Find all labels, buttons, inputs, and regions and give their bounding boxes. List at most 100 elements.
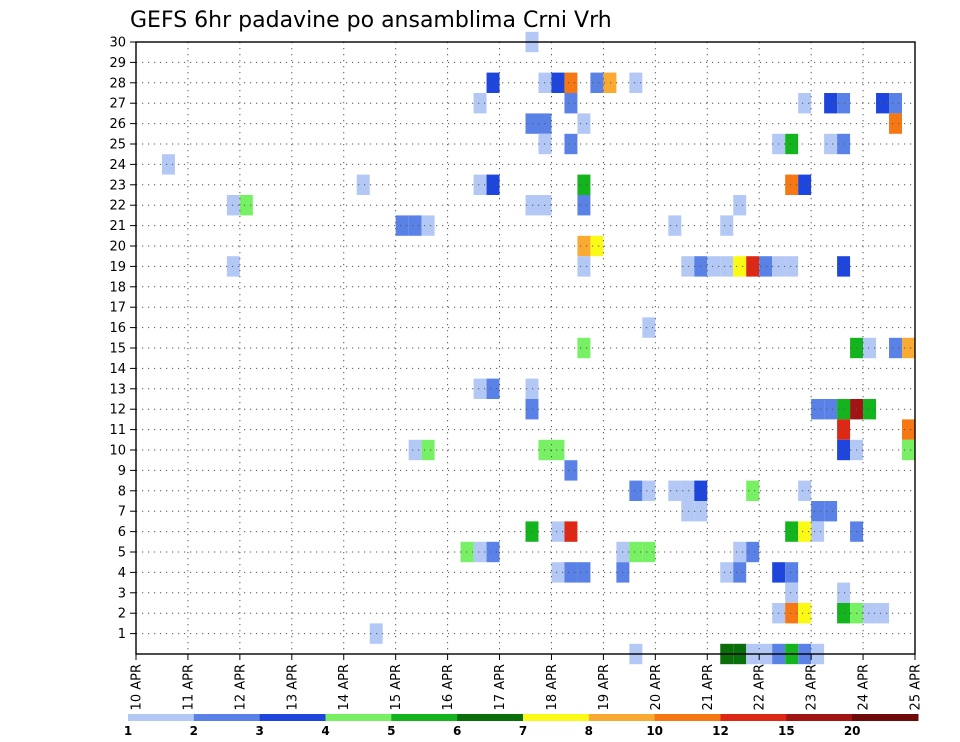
heatmap-cell [525, 113, 539, 134]
heatmap-cell [733, 562, 747, 583]
x-tick-label: 20 APR [649, 664, 664, 710]
heatmap-cell [408, 439, 422, 461]
colorbar-label: 6 [453, 724, 461, 738]
heatmap-cell [785, 603, 799, 624]
heatmap-cell [421, 215, 435, 236]
heatmap-cell [356, 174, 370, 195]
heatmap-cell [642, 317, 656, 338]
heatmap-cell [668, 480, 682, 501]
x-tick-label: 17 APR [493, 664, 508, 710]
y-tick-label: 14 [109, 362, 126, 377]
y-tick-label: 11 [109, 423, 126, 438]
heatmap-cell [837, 419, 851, 440]
y-tick-label: 17 [109, 301, 126, 316]
heatmap-cell [629, 480, 643, 501]
heatmap-cell [642, 541, 656, 563]
heatmap-cell [733, 195, 747, 216]
y-tick-label: 22 [109, 199, 126, 214]
colorbar-swatch [523, 714, 590, 721]
x-tick-label: 22 APR [753, 664, 768, 710]
colorbar-label: 8 [585, 724, 593, 738]
y-tick-label: 29 [109, 56, 126, 71]
x-tick-label: 21 APR [701, 664, 716, 710]
heatmap-cell [525, 378, 539, 399]
x-tick-label: 15 APR [389, 664, 404, 710]
y-tick-label: 1 [118, 627, 126, 642]
heatmap-cell [824, 93, 838, 114]
chart-title: GEFS 6hr padavine po ansamblima Crni Vrh [130, 8, 612, 33]
x-tick-label: 12 APR [233, 664, 248, 710]
heatmap-cell [564, 93, 578, 114]
heatmap-cell [733, 541, 747, 563]
heatmap-cell [785, 174, 799, 195]
heatmap-cell [577, 256, 591, 277]
heatmap-cell [889, 113, 903, 134]
heatmap-cell [720, 215, 734, 236]
heatmap-cell [785, 582, 799, 603]
heatmap-cell [473, 541, 487, 563]
heatmap-cell [525, 521, 539, 542]
grid-lines [136, 41, 915, 654]
heatmap-cell [902, 439, 915, 461]
heatmap-cell [759, 256, 773, 277]
colorbar-swatch [720, 714, 787, 721]
heatmap-cell [642, 480, 656, 501]
x-tick-label: 16 APR [441, 664, 456, 710]
heatmap-cell [421, 439, 435, 461]
heatmap-cell [837, 133, 851, 155]
colorbar-label: 7 [519, 724, 527, 738]
heatmap-cell [707, 256, 721, 277]
heatmap-cell [785, 256, 799, 277]
heatmap-cell [564, 460, 578, 481]
heatmap-cell [876, 603, 890, 624]
heatmap-cell [551, 439, 565, 461]
heatmap-cell [577, 337, 591, 359]
heatmap-cell [486, 174, 500, 195]
heatmap-cell [486, 378, 500, 399]
heatmap-cell [837, 603, 851, 624]
heatmap-cell [837, 399, 851, 420]
y-tick-label: 28 [109, 76, 126, 91]
heatmap-cell [876, 93, 890, 114]
heatmap-cell [226, 256, 240, 277]
heatmap-cell [811, 399, 825, 420]
heatmap-cell [395, 215, 409, 236]
y-tick-label: 5 [118, 546, 126, 561]
colorbar-swatch [325, 714, 392, 721]
heatmap-cell [551, 562, 565, 583]
colorbar-label: 20 [844, 724, 861, 738]
heatmap-cell [902, 419, 915, 440]
heatmap-cell [161, 154, 175, 175]
heatmap-cell [720, 562, 734, 583]
heatmap-cell [746, 541, 760, 563]
heatmap-cell [577, 195, 591, 216]
x-tick-label: 23 APR [805, 664, 820, 710]
colorbar-label: 1 [124, 724, 132, 738]
heatmap-cell [603, 72, 617, 93]
x-tick-label: 10 APR [130, 664, 145, 710]
x-tick-label: 19 APR [597, 664, 612, 710]
colorbar-swatch [588, 714, 656, 721]
axis-ticks: 1234567891011121314151617181920212223242… [109, 36, 923, 711]
heatmap-cell [811, 521, 825, 542]
y-tick-label: 24 [109, 158, 126, 173]
y-tick-label: 25 [109, 138, 126, 153]
colorbar-swatch [786, 714, 853, 721]
heatmap-cell [551, 521, 565, 542]
y-tick-label: 23 [109, 178, 126, 193]
colorbar: 1 2 3 4 5 6 7 8 10 12 15 20 [124, 714, 919, 738]
colorbar-swatch [193, 714, 261, 721]
colorbar-swatch [852, 714, 919, 721]
y-tick-label: 8 [118, 484, 126, 499]
heatmap-cell [837, 582, 851, 603]
colorbar-label: 4 [321, 724, 329, 738]
heatmap-cell [746, 256, 760, 277]
heatmap-cell [577, 174, 591, 195]
heatmap-cell [564, 521, 578, 542]
y-tick-label: 15 [109, 342, 126, 357]
x-tick-label: 11 APR [181, 664, 196, 710]
colorbar-label: 3 [255, 724, 263, 738]
heatmap-cell [863, 337, 877, 359]
heatmap-cell [889, 337, 903, 359]
